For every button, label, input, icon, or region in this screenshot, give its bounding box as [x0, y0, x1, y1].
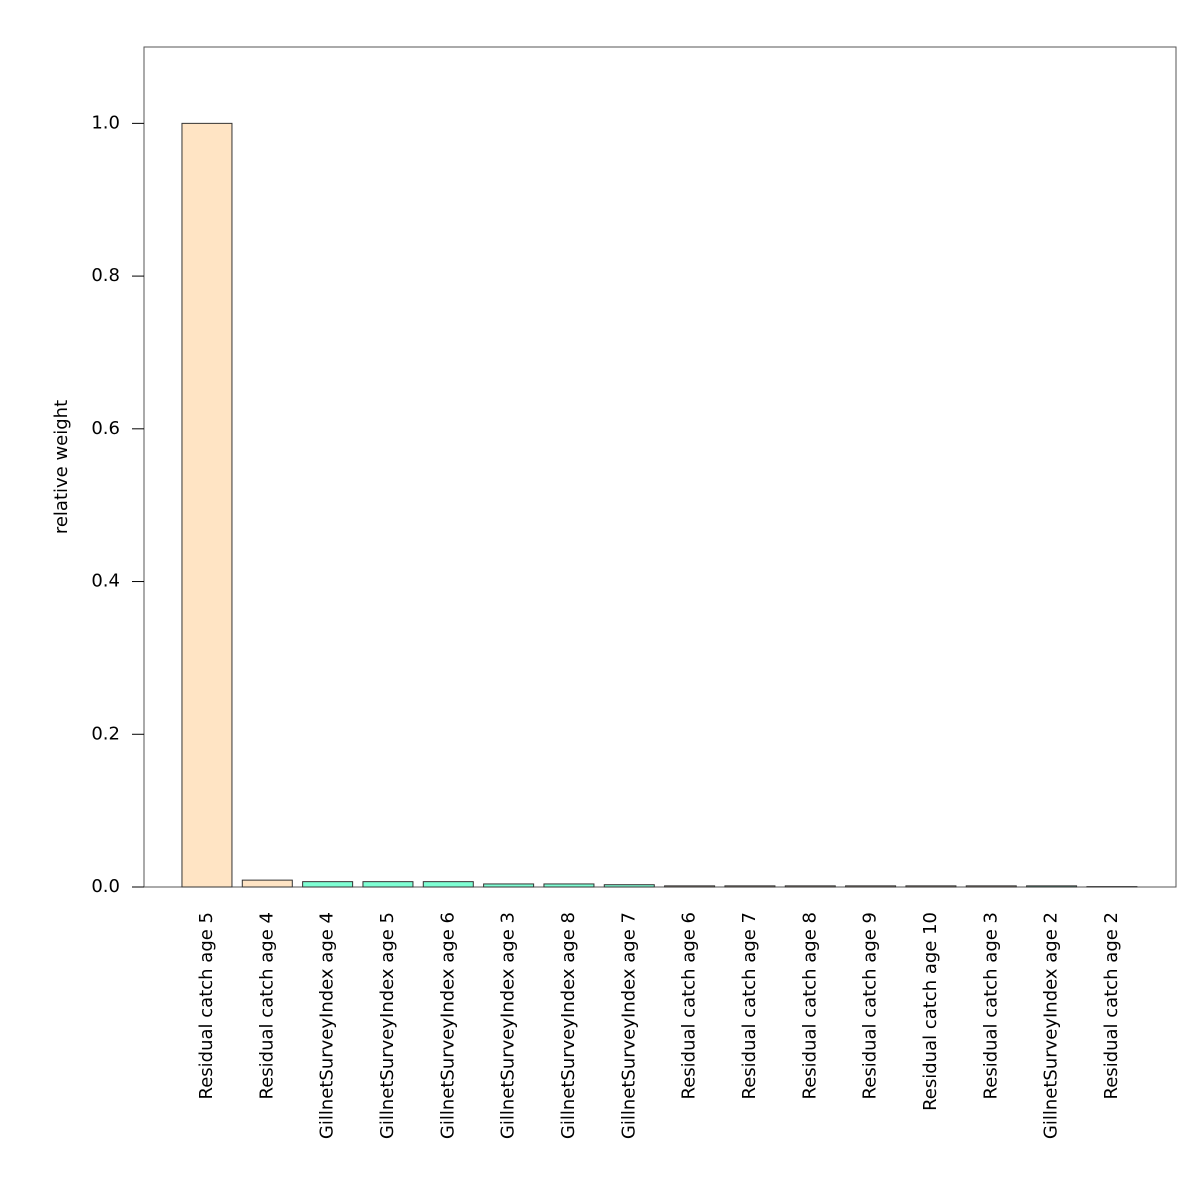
x-tick-label: GillnetSurveyIndex age 7	[618, 912, 639, 1139]
bar	[785, 886, 835, 887]
x-tick-label: GillnetSurveyIndex age 3	[498, 912, 519, 1139]
y-tick-label: 0.6	[91, 418, 120, 439]
x-tick-label: Residual catch age 10	[920, 912, 941, 1111]
x-tick-label: Residual catch age 8	[799, 912, 820, 1099]
y-tick-label: 0.2	[91, 723, 120, 744]
bar	[906, 886, 956, 887]
bar	[1027, 886, 1077, 887]
bar	[484, 884, 534, 887]
y-tick-label: 0.8	[91, 265, 120, 286]
x-tick-label: Residual catch age 5	[196, 912, 217, 1099]
x-tick-label: Residual catch age 7	[739, 912, 760, 1099]
x-tick-label: GillnetSurveyIndex age 5	[377, 912, 398, 1139]
bar	[423, 882, 473, 887]
x-tick-label: Residual catch age 9	[860, 912, 881, 1099]
bar	[182, 123, 232, 887]
plot-frame	[144, 47, 1176, 887]
y-tick-label: 0.0	[91, 876, 120, 897]
x-tick-label: Residual catch age 2	[1101, 912, 1122, 1099]
bar	[303, 882, 353, 887]
bar	[604, 885, 654, 887]
y-tick-label: 0.4	[91, 571, 120, 592]
bar	[242, 880, 292, 887]
bar	[544, 884, 594, 887]
x-tick-label: GillnetSurveyIndex age 8	[558, 912, 579, 1139]
y-axis-label: relative weight	[51, 400, 72, 534]
x-tick-label: Residual catch age 3	[980, 912, 1001, 1099]
bar	[665, 886, 715, 887]
y-tick-label: 1.0	[91, 112, 120, 133]
bar	[966, 886, 1016, 887]
x-tick-label: GillnetSurveyIndex age 4	[317, 912, 338, 1139]
x-tick-label: GillnetSurveyIndex age 2	[1041, 912, 1062, 1139]
x-tick-label: GillnetSurveyIndex age 6	[437, 912, 458, 1139]
x-tick-label: Residual catch age 6	[679, 912, 700, 1099]
bar	[725, 886, 775, 887]
bar	[363, 882, 413, 887]
bar	[846, 886, 896, 887]
x-tick-label: Residual catch age 4	[256, 912, 277, 1099]
